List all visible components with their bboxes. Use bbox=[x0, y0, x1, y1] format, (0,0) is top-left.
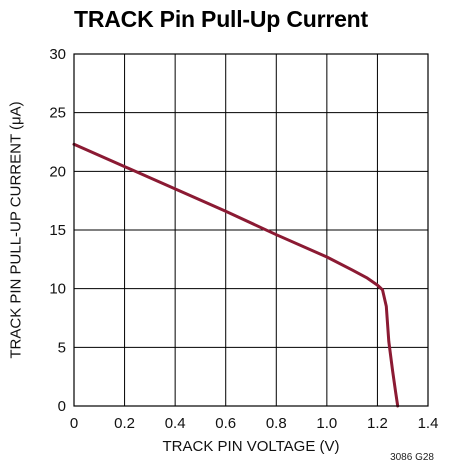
x-tick-label: 0.6 bbox=[215, 415, 236, 432]
series bbox=[72, 142, 400, 408]
y-tick-label: 5 bbox=[58, 339, 66, 356]
y-tick-label: 25 bbox=[49, 105, 66, 122]
y-tick-label: 10 bbox=[49, 281, 66, 298]
y-axis-label: TRACK PIN PULL-UP CURRENT (μA) bbox=[8, 101, 25, 358]
tick-labels: 0 0.2 0.4 0.6 0.8 1.0 1.2 1.4 0 5 10 15 20 25 30 bbox=[49, 46, 438, 432]
y-tick-label: 15 bbox=[49, 222, 66, 239]
x-tick-label: 1.4 bbox=[418, 415, 439, 432]
figure-code: 3086 G28 bbox=[390, 452, 434, 463]
grid bbox=[74, 54, 428, 406]
x-tick-label: 0 bbox=[70, 415, 78, 432]
x-tick-label: 1.0 bbox=[316, 415, 337, 432]
y-tick-label: 0 bbox=[58, 398, 66, 415]
series-line bbox=[72, 142, 400, 408]
y-tick-label: 20 bbox=[49, 163, 66, 180]
x-tick-label: 0.4 bbox=[165, 415, 186, 432]
chart-title: TRACK Pin Pull-Up Current bbox=[74, 6, 368, 32]
x-tick-label: 1.2 bbox=[367, 415, 388, 432]
x-tick-label: 0.2 bbox=[114, 415, 135, 432]
x-tick-label: 0.8 bbox=[266, 415, 287, 432]
plot-frame bbox=[73, 53, 429, 407]
x-axis-label: TRACK PIN VOLTAGE (V) bbox=[163, 438, 340, 455]
y-tick-label: 30 bbox=[49, 46, 66, 63]
